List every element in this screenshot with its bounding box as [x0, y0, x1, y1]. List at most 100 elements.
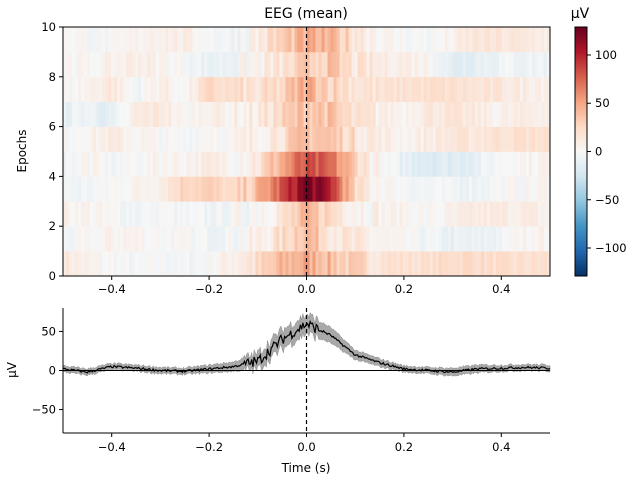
- heatmap-cell: [111, 251, 115, 277]
- heatmap-cell: [309, 27, 313, 53]
- heatmap-cell: [234, 101, 238, 127]
- heatmap-cell: [387, 176, 392, 202]
- heatmap-cell: [66, 126, 70, 152]
- colorbar-swatch: [575, 192, 587, 195]
- heatmap-cell: [279, 76, 283, 102]
- heatmap-cell: [237, 126, 241, 152]
- heatmap-cell: [132, 176, 136, 202]
- heatmap-cell: [210, 201, 214, 227]
- heatmap-cell: [393, 126, 398, 152]
- heatmap-cell: [291, 176, 295, 202]
- heatmap-cell: [306, 151, 310, 177]
- heatmap-y-label: Epochs: [15, 130, 29, 173]
- heatmap-cell: [450, 27, 455, 53]
- heatmap-cell: [375, 101, 380, 127]
- heatmap-cell: [210, 151, 214, 177]
- heatmap-cell: [219, 27, 223, 53]
- colorbar-swatch: [575, 270, 587, 273]
- heatmap-cell: [156, 101, 160, 127]
- heatmap-cell: [372, 201, 377, 227]
- heatmap-cell: [420, 201, 425, 227]
- heatmap-cell: [504, 251, 509, 277]
- heatmap-cell: [315, 27, 319, 53]
- heatmap-cell: [243, 151, 247, 177]
- heatmap-cell: [405, 201, 410, 227]
- heatmap-cell: [183, 176, 187, 202]
- heatmap-cell: [327, 226, 331, 252]
- heatmap-cell: [474, 76, 479, 102]
- heatmap-cell: [465, 51, 470, 78]
- heatmap-cell: [369, 27, 374, 53]
- heatmap-cell: [507, 201, 512, 227]
- heatmap-cell: [543, 201, 548, 227]
- heatmap-cell: [459, 126, 464, 152]
- heatmap-cell: [396, 226, 401, 252]
- heatmap-cell: [225, 51, 229, 78]
- heatmap-cell: [276, 226, 280, 252]
- heatmap-cell: [132, 27, 136, 53]
- heatmap-cell: [330, 27, 334, 53]
- heatmap-cell: [528, 51, 533, 78]
- heatmap-cell: [99, 226, 103, 252]
- line-y-label: µV: [5, 361, 19, 378]
- heatmap-cell: [99, 251, 103, 277]
- heatmap-cell: [354, 251, 359, 277]
- heatmap-cell: [408, 251, 413, 277]
- heatmap-cell: [246, 51, 250, 78]
- heatmap-cell: [462, 151, 467, 177]
- heatmap-cell: [264, 101, 268, 127]
- heatmap-cell: [288, 151, 292, 177]
- heatmap-cell: [429, 251, 434, 277]
- heatmap-cell: [258, 201, 262, 227]
- heatmap-cell: [312, 76, 316, 102]
- heatmap-cell: [111, 51, 115, 78]
- heatmap-cell: [522, 101, 527, 127]
- heatmap-cell: [63, 76, 67, 102]
- heatmap-cell: [159, 27, 163, 53]
- heatmap-cell: [135, 51, 139, 78]
- heatmap-cell: [81, 226, 85, 252]
- colorbar-swatch: [575, 212, 587, 215]
- heatmap-cell: [384, 27, 389, 53]
- heatmap-cell: [465, 201, 470, 227]
- heatmap-cell: [216, 126, 220, 152]
- heatmap-cell: [276, 201, 280, 227]
- heatmap-cell: [246, 226, 250, 252]
- heatmap-cell: [492, 201, 497, 227]
- heatmap-cell: [297, 27, 301, 53]
- heatmap-cell: [183, 226, 187, 252]
- heatmap-cell: [540, 27, 545, 53]
- heatmap-cell: [231, 51, 235, 78]
- heatmap-cell: [312, 176, 316, 202]
- heatmap-cell: [339, 27, 343, 53]
- heatmap-cell: [219, 101, 223, 127]
- heatmap-cell: [213, 27, 217, 53]
- heatmap-cell: [150, 176, 154, 202]
- heatmap-cell: [501, 126, 506, 152]
- heatmap-cell: [441, 51, 446, 78]
- heatmap-cell: [63, 201, 67, 227]
- heatmap-cell: [195, 27, 199, 53]
- heatmap-cell: [219, 251, 223, 277]
- heatmap-cell: [504, 101, 509, 127]
- heatmap-cell: [387, 76, 392, 102]
- heatmap-cell: [213, 76, 217, 102]
- colorbar-swatch: [575, 236, 587, 239]
- heatmap-cell: [108, 201, 112, 227]
- heatmap-cell: [510, 151, 515, 177]
- heatmap-cell: [231, 27, 235, 53]
- heatmap-cell: [267, 201, 271, 227]
- heatmap-cell: [372, 126, 377, 152]
- colorbar-swatch: [575, 52, 587, 56]
- heatmap-cell: [414, 226, 419, 252]
- heatmap-cell: [519, 151, 524, 177]
- heatmap-cell: [93, 201, 97, 227]
- colorbar-swatch: [575, 162, 587, 165]
- heatmap-cell: [441, 27, 446, 53]
- heatmap-cell: [210, 101, 214, 127]
- heatmap-cell: [522, 251, 527, 277]
- heatmap-cell: [294, 176, 298, 202]
- heatmap-cell: [111, 226, 115, 252]
- heatmap-cell: [270, 101, 274, 127]
- heatmap-cell: [324, 126, 328, 152]
